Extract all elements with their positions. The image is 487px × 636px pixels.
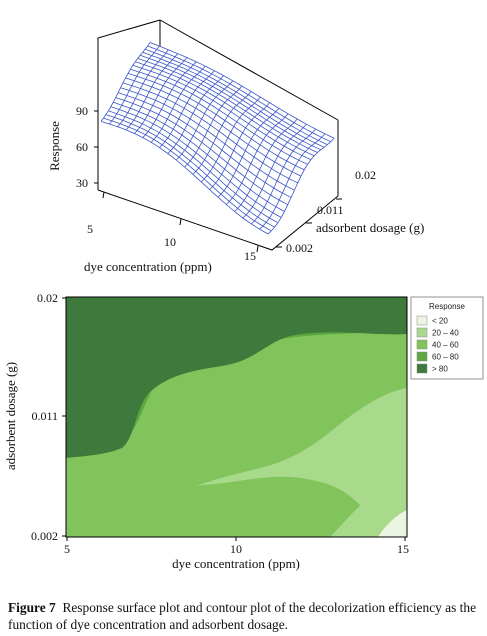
z-tick-label: 30 [76,176,88,190]
caption-text: Response surface plot and contour plot o… [8,600,477,632]
surface-mesh-line [130,68,308,165]
contour-y-tick-label: 0.011 [31,409,58,423]
contour-region-above-80 [66,297,407,458]
legend-swatch [416,363,428,374]
surface-x-axis-label: dye concentration (ppm) [84,259,212,274]
caption-label: Figure 7 [8,600,56,615]
surface-frame-base [97,189,339,251]
surface-mesh-line [127,73,305,171]
legend-entry-label: 20 – 40 [432,329,459,338]
surface-y-tick-label: 0.02 [355,168,376,182]
surface-mesh-line [105,114,275,228]
surface-mesh-line [110,106,282,218]
legend-entries: < 20 20 – 40 40 – 60 60 – 80 > 80 [416,315,459,374]
legend-swatch [416,327,428,338]
surface-mesh-line [137,58,318,153]
surface-mesh-line [149,42,335,139]
surface-mesh-line [147,45,331,143]
legend-entry-label: < 20 [432,317,448,326]
figure-canvas: 90 60 30 Response 5 10 15 dye concentrat… [3,19,484,571]
contour-legend: Response < 20 20 – 40 40 – 60 60 – 80 > 80 [410,296,484,380]
surface-y-tick-label: 0.002 [286,241,313,255]
z-tick-label: 60 [76,140,88,154]
legend-entry-label: > 80 [432,365,448,374]
surface-frame-back [97,19,161,100]
z-tick-label: 90 [76,104,88,118]
surface-y-ticks: 0.002 0.011 0.02 [276,168,376,255]
surface-x-tick-mark [102,191,105,199]
surface-mesh-line [113,101,285,212]
surface-x-tick-mark [179,218,182,226]
contour-y-tick-label: 0.002 [31,529,58,543]
surface-mesh-line [125,77,302,177]
legend-swatch [416,339,428,350]
legend-entry-label: 40 – 60 [432,341,459,350]
surface-mesh-line [122,82,298,184]
surface-mesh-line [118,92,292,198]
surface-mesh-line [140,54,321,151]
contour-region-band-40-60 [200,518,268,537]
contour-plot: 0.02 0.011 0.002 adsorbent dosage (g) 5 … [3,291,484,571]
z-ticks: 90 60 30 [76,104,98,190]
surface-y-tick-label: 0.011 [317,203,344,217]
contour-x-ticks: 5 10 15 [64,537,409,556]
surface-mesh-line [120,87,295,191]
surface-mesh [100,42,335,235]
legend-swatch [416,351,428,362]
surface-x-tick-label: 15 [244,249,256,263]
legend-swatch [416,315,428,326]
legend-entry-label: 60 – 80 [432,353,459,362]
surface-mesh-line [100,120,269,235]
contour-y-axis-label: adsorbent dosage (g) [3,362,18,470]
surface-x-tick-label: 5 [87,222,93,236]
surface-x-ticks: 5 10 15 [87,191,259,263]
surface-frame-back-top [159,19,339,121]
surface-x-tick-mark [256,245,259,253]
surface-mesh-line [103,117,272,232]
contour-region-band-40-60 [66,476,395,537]
figure-caption: Figure 7 Response surface plot and conto… [8,599,484,633]
contour-x-tick-label: 5 [64,542,70,556]
legend-title: Response [429,302,466,311]
contour-region-band-20-40-inner [330,485,407,537]
surface-y-axis-label: adsorbent dosage (g) [316,220,424,235]
surface-mesh-line [132,64,312,160]
contour-region-below-20 [378,510,407,537]
surface-mesh-line [142,51,325,148]
surface-mesh-line [135,61,315,157]
surface-mesh-line [144,48,328,145]
contour-x-tick-label: 15 [397,542,409,556]
contour-x-axis-label: dye concentration (ppm) [172,556,300,571]
surface-mesh-line [108,110,279,224]
contour-y-ticks: 0.02 0.011 0.002 [31,291,66,543]
contour-regions [66,297,407,537]
contour-x-tick-label: 10 [230,542,242,556]
surface-x-tick-label: 10 [164,235,176,249]
contour-y-tick-label: 0.02 [37,291,58,305]
surface-mesh-line [115,97,288,206]
surface-plot: 90 60 30 Response 5 10 15 dye concentrat… [47,19,424,274]
z-axis-label: Response [47,121,62,171]
